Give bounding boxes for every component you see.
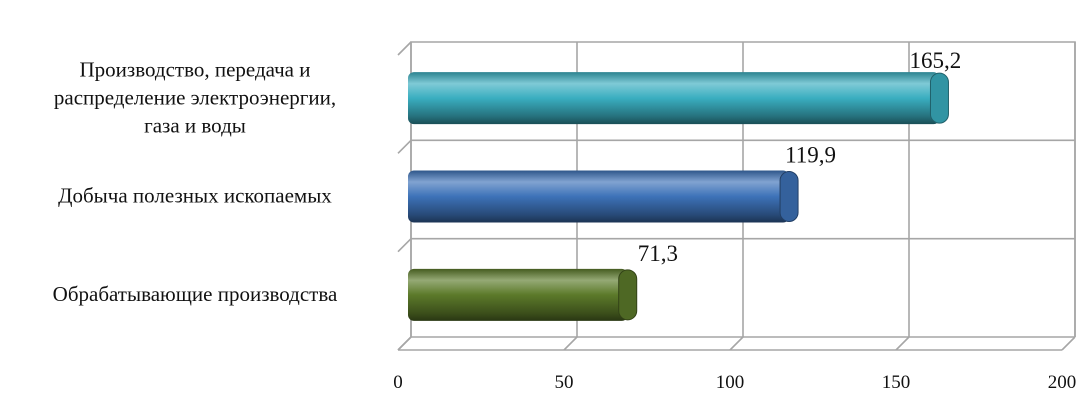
floor-gridline xyxy=(1061,336,1076,351)
data-label: 119,9 xyxy=(785,143,836,168)
bar xyxy=(408,170,790,223)
category-label: Производство, передача и распределение эл… xyxy=(54,57,336,137)
x-tick-label: 0 xyxy=(393,372,403,393)
bar-end-cap xyxy=(929,72,949,124)
x-tick-label: 50 xyxy=(555,372,574,393)
labels-layer: 0 50 100 150 200 165,2 119,9 71,3 Производство, … xyxy=(53,48,1077,393)
data-label: 165,2 xyxy=(909,48,961,73)
x-tick-label: 150 xyxy=(882,372,911,393)
category-gridline-side xyxy=(397,238,412,253)
floor-gridline xyxy=(397,336,412,351)
data-label: 71,3 xyxy=(638,241,678,266)
bars-layer xyxy=(408,72,949,321)
bar-end-cap xyxy=(779,171,799,222)
floor-gridline xyxy=(563,336,578,351)
x-tick-label: 200 xyxy=(1048,372,1077,393)
category-gridline-side xyxy=(397,139,412,154)
category-label: Добыча полезных ископаемых xyxy=(58,184,332,208)
floor-gridline xyxy=(729,336,744,351)
bar xyxy=(408,72,940,125)
bar xyxy=(408,268,628,321)
x-tick-label: 100 xyxy=(716,372,745,393)
bar-end-cap xyxy=(618,269,638,321)
floor-gridline xyxy=(895,336,910,351)
category-label: Обрабатывающие производства xyxy=(53,282,338,306)
